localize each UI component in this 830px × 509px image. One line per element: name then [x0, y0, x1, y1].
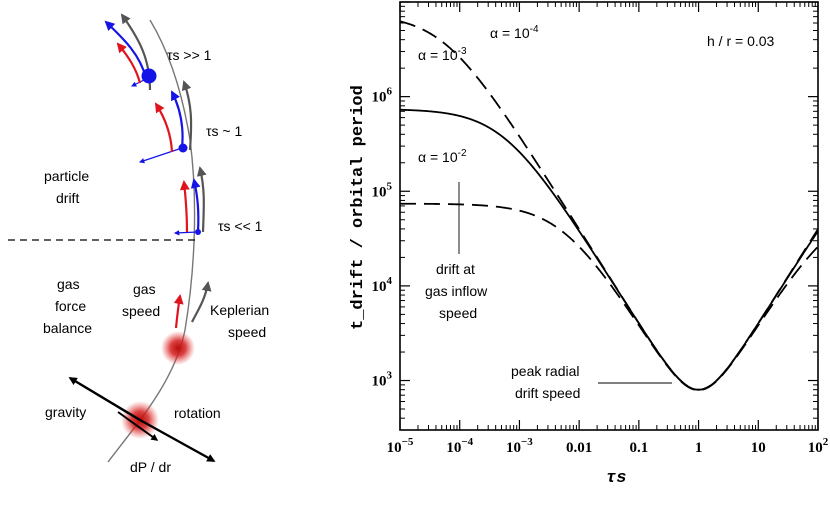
x-tick-label: 10−3: [506, 436, 533, 456]
label-gas-force-1: gas: [57, 276, 80, 292]
particle-radial-mid: [138, 147, 183, 164]
label-keplerian-1: Keplerian: [210, 302, 269, 318]
keplerian-arrow-high: [181, 80, 193, 151]
y-tick-label: 104: [372, 275, 393, 295]
particle-velocity-mid: [171, 90, 184, 149]
aspect-ratio-label: h / r = 0.03: [707, 33, 775, 49]
x-tick-label: 102: [808, 436, 829, 456]
gravity-arrow: [68, 376, 141, 422]
x-tick-label: 10−4: [446, 436, 473, 456]
rotation-arrow: [139, 418, 216, 463]
x-tick-label: 0.01: [566, 440, 592, 456]
drift-diagram: τs >> 1 τs ~ 1 τs << 1 particle drift ga…: [8, 13, 269, 475]
label-regime-low: τs << 1: [218, 218, 263, 234]
orbit-path: [107, 19, 196, 463]
gas-velocity-mid: [154, 102, 174, 153]
peak-label-1: peak radial: [511, 363, 580, 379]
curve-series-2: [399, 108, 819, 391]
label-particle-drift-2: drift: [56, 190, 79, 206]
pressure-arrow: [117, 411, 159, 441]
label-gas-speed-2: speed: [122, 303, 160, 319]
series-label-alpha-2: α = 10-2: [418, 148, 467, 165]
series-label-alpha-4: α = 10-4: [490, 24, 539, 41]
curve-series-1: [399, 20, 819, 391]
label-pressure: dP / dr: [130, 459, 171, 475]
particle-radial-low: [173, 230, 199, 236]
particle-velocity-high: [104, 20, 148, 79]
gas-velocity-low: [179, 180, 190, 233]
y-tick-label: 106: [372, 86, 393, 106]
inflow-label-2: gas inflow: [425, 283, 488, 299]
label-gas-force-3: balance: [43, 320, 92, 336]
particle-small: [195, 229, 201, 235]
label-gravity: gravity: [45, 404, 86, 420]
series-label-alpha-3: α = 10-3: [418, 46, 467, 63]
keplerian-arrow-low: [191, 281, 212, 323]
keplerian-arrow-mid: [196, 166, 207, 233]
x-axis-label: τs: [606, 469, 626, 488]
label-rotation: rotation: [174, 405, 221, 421]
peak-label-2: drift speed: [515, 385, 580, 401]
label-particle-drift-1: particle: [44, 168, 89, 184]
gas-speed-arrow: [173, 294, 184, 329]
curves: [399, 20, 819, 392]
label-keplerian-2: speed: [228, 324, 266, 340]
label-gas-force-2: force: [55, 298, 86, 314]
y-tick-label: 103: [372, 370, 393, 390]
inflow-label-3: speed: [439, 305, 477, 321]
gas-parcel-upper: [161, 331, 195, 365]
label-regime-mid: τs ~ 1: [206, 123, 242, 139]
label-gas-speed-1: gas: [133, 281, 156, 297]
x-tick-label: 1: [695, 440, 703, 456]
inflow-label-1: drift at: [436, 261, 475, 277]
x-tick-label: 0.1: [629, 440, 648, 456]
x-tick-label: 10: [751, 440, 766, 456]
y-axis-label: t_drift / orbital period: [349, 85, 368, 330]
drift-time-chart: 10−5 10−4 10−3 0.01 0.1 1 10 102 103 104 105 106 τs…: [349, 1, 829, 488]
particle-velocity-low: [190, 178, 201, 233]
y-tick-label: 105: [372, 180, 393, 200]
particle-large: [141, 68, 157, 84]
x-tick-label: 10−5: [387, 436, 414, 456]
plot-frame: [399, 1, 819, 431]
axis-ticks: [399, 1, 819, 431]
particle-medium: [178, 143, 188, 153]
tick-labels: 10−5 10−4 10−3 0.01 0.1 1 10 102 103 104 105 106: [372, 86, 829, 456]
gas-velocity-high: [116, 42, 142, 84]
label-regime-high: τs >> 1: [167, 47, 212, 63]
